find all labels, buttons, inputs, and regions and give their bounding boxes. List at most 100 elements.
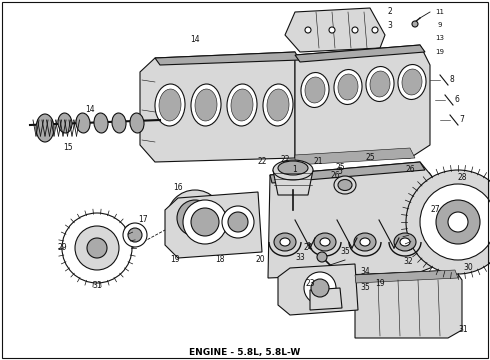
Polygon shape: [295, 45, 430, 158]
Text: 20: 20: [255, 256, 265, 265]
Ellipse shape: [314, 233, 336, 251]
Text: 6: 6: [455, 95, 460, 104]
Ellipse shape: [36, 114, 54, 142]
Ellipse shape: [320, 238, 330, 246]
Text: 31: 31: [458, 325, 468, 334]
Circle shape: [128, 228, 142, 242]
Polygon shape: [268, 162, 438, 278]
Circle shape: [317, 252, 327, 262]
Text: 14: 14: [190, 36, 200, 45]
Text: 27: 27: [430, 206, 440, 215]
Circle shape: [436, 200, 480, 244]
Circle shape: [228, 212, 248, 232]
Circle shape: [177, 200, 213, 236]
Ellipse shape: [338, 180, 352, 190]
Ellipse shape: [354, 233, 376, 251]
Ellipse shape: [370, 71, 390, 97]
Text: 19: 19: [375, 279, 385, 288]
Ellipse shape: [94, 113, 108, 133]
Text: 7: 7: [460, 116, 465, 125]
Text: 30: 30: [463, 264, 473, 273]
Ellipse shape: [274, 233, 296, 251]
Text: 13: 13: [436, 35, 444, 41]
Ellipse shape: [155, 84, 185, 126]
Text: 15: 15: [63, 144, 73, 153]
Circle shape: [123, 223, 147, 247]
Circle shape: [352, 27, 358, 33]
Ellipse shape: [394, 233, 416, 251]
Text: 25: 25: [365, 153, 375, 162]
Polygon shape: [273, 170, 313, 195]
Text: ENGINE - 5.8L, 5.8L-W: ENGINE - 5.8L, 5.8L-W: [189, 347, 301, 356]
Polygon shape: [165, 192, 262, 258]
Circle shape: [305, 27, 311, 33]
Polygon shape: [355, 270, 462, 338]
Ellipse shape: [267, 89, 289, 121]
Text: 18: 18: [215, 256, 225, 265]
Text: 35: 35: [360, 284, 370, 292]
Circle shape: [412, 21, 418, 27]
Ellipse shape: [191, 84, 221, 126]
Ellipse shape: [301, 72, 329, 108]
Text: 5: 5: [338, 167, 343, 176]
Ellipse shape: [273, 160, 313, 180]
Polygon shape: [355, 270, 458, 283]
Text: 29: 29: [57, 243, 67, 252]
Text: 19: 19: [436, 49, 444, 55]
Text: 22: 22: [280, 156, 290, 165]
Polygon shape: [285, 8, 385, 52]
Ellipse shape: [58, 113, 72, 133]
Text: 26: 26: [405, 166, 415, 175]
Circle shape: [75, 226, 119, 270]
Polygon shape: [295, 45, 425, 62]
Text: 17: 17: [138, 216, 148, 225]
Circle shape: [304, 272, 336, 304]
Text: 1: 1: [293, 166, 297, 175]
Ellipse shape: [227, 84, 257, 126]
Text: 3: 3: [388, 21, 392, 30]
Text: 24: 24: [303, 243, 313, 252]
Text: 35: 35: [340, 248, 350, 256]
Polygon shape: [270, 162, 425, 183]
Polygon shape: [278, 264, 358, 315]
Ellipse shape: [278, 161, 308, 175]
Circle shape: [167, 190, 223, 246]
Text: 8: 8: [450, 76, 454, 85]
Circle shape: [372, 27, 378, 33]
Text: 11: 11: [436, 9, 444, 15]
Text: 21: 21: [313, 158, 323, 166]
Text: 2: 2: [388, 8, 392, 17]
Ellipse shape: [398, 64, 426, 99]
Text: 31: 31: [92, 280, 102, 289]
Ellipse shape: [280, 238, 290, 246]
Ellipse shape: [130, 113, 144, 133]
Polygon shape: [155, 52, 300, 65]
Text: 32: 32: [403, 257, 413, 266]
Ellipse shape: [112, 113, 126, 133]
Ellipse shape: [334, 69, 362, 104]
Circle shape: [87, 238, 107, 258]
Ellipse shape: [338, 74, 358, 100]
Circle shape: [222, 206, 254, 238]
Ellipse shape: [231, 89, 253, 121]
Text: 14: 14: [85, 105, 95, 114]
Text: 33: 33: [295, 253, 305, 262]
Ellipse shape: [195, 89, 217, 121]
Text: 34: 34: [360, 267, 370, 276]
Ellipse shape: [402, 69, 422, 95]
Text: 9: 9: [438, 22, 442, 28]
Text: 26: 26: [330, 171, 340, 180]
Circle shape: [311, 279, 329, 297]
Polygon shape: [295, 148, 415, 165]
Text: 22: 22: [257, 158, 267, 166]
Ellipse shape: [305, 77, 325, 103]
Polygon shape: [310, 288, 342, 310]
Text: 28: 28: [457, 174, 467, 183]
Ellipse shape: [76, 113, 90, 133]
Polygon shape: [140, 52, 295, 162]
Circle shape: [191, 208, 219, 236]
Circle shape: [406, 170, 490, 274]
Text: 23: 23: [305, 279, 315, 288]
Circle shape: [62, 213, 132, 283]
Text: 25: 25: [335, 163, 345, 172]
